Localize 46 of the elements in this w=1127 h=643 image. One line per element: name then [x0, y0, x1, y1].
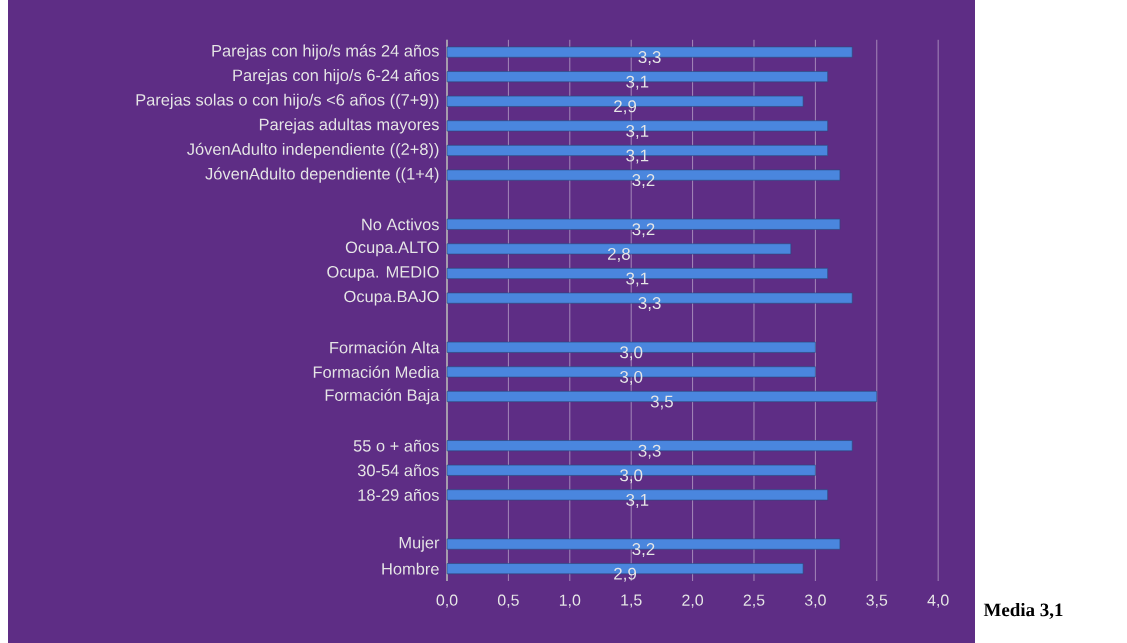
y-tick-label: No Activos [362, 218, 439, 231]
x-tick-label: 0,5 [497, 594, 519, 608]
x-tick-label: 2,5 [743, 594, 765, 608]
data-label: 3,3 [638, 297, 661, 312]
y-tick-label: JóvenAdulto dependiente ((1+4) [205, 167, 439, 183]
y-tick-label: Parejas adultas mayores [259, 118, 439, 134]
data-label: 2,8 [608, 247, 630, 262]
y-tick-label: Parejas con hijo/s más 24 años [212, 44, 439, 60]
y-tick-label: Ocupa.BAJO [344, 290, 439, 306]
x-tick-label: 1,5 [621, 594, 642, 608]
data-label: 3,2 [632, 223, 655, 238]
y-tick-label: Formación Media [313, 365, 440, 379]
y-tick-label: Ocupa. MEDIO [327, 266, 439, 281]
y-tick-label: Mujer [399, 536, 440, 552]
y-tick-label: 30-54 años [357, 464, 439, 477]
data-label: 3,3 [638, 51, 661, 66]
data-label: 2,9 [614, 567, 637, 582]
y-tick-label: Formación Baja [325, 388, 440, 405]
data-label: 3,3 [638, 444, 661, 459]
data-label: 3,2 [632, 543, 655, 558]
y-tick-label: JóvenAdulto independiente ((2+8)) [187, 142, 439, 159]
data-label: 2,9 [614, 100, 637, 115]
y-tick-label: 55 o + años [353, 439, 439, 452]
y-tick-label: Hombre [382, 562, 439, 575]
data-label: 3,0 [620, 370, 643, 385]
y-tick-label: Parejas solas o con hijo/s <6 años ((7+9)) [136, 93, 439, 109]
data-label: 3,5 [650, 395, 673, 410]
data-label: 3,0 [620, 469, 643, 484]
y-tick-label: Formación Alta [330, 341, 440, 354]
x-tick-label: 2,0 [682, 594, 704, 608]
x-tick-label: 1,0 [559, 594, 581, 608]
x-tick-label: 0,0 [436, 594, 458, 608]
x-tick-label: 3,0 [804, 594, 826, 608]
y-tick-label: Parejas con hijo/s 6-24 años [233, 69, 439, 85]
x-tick-label: 4,0 [927, 594, 949, 608]
data-label: 3,1 [626, 75, 649, 90]
y-tick-label: 18-29 años [358, 488, 439, 501]
data-label: 3,1 [626, 493, 649, 508]
data-label: 3,2 [632, 174, 655, 189]
data-label: 3,0 [620, 346, 643, 361]
x-tick-label: 3,5 [866, 594, 888, 608]
text: Media 3,1 [983, 602, 1063, 620]
data-label: 3,1 [626, 124, 649, 139]
data-label: 3,1 [626, 149, 649, 164]
data-label: 3,1 [626, 272, 649, 287]
y-tick-label: Ocupa.ALTO [345, 241, 439, 257]
